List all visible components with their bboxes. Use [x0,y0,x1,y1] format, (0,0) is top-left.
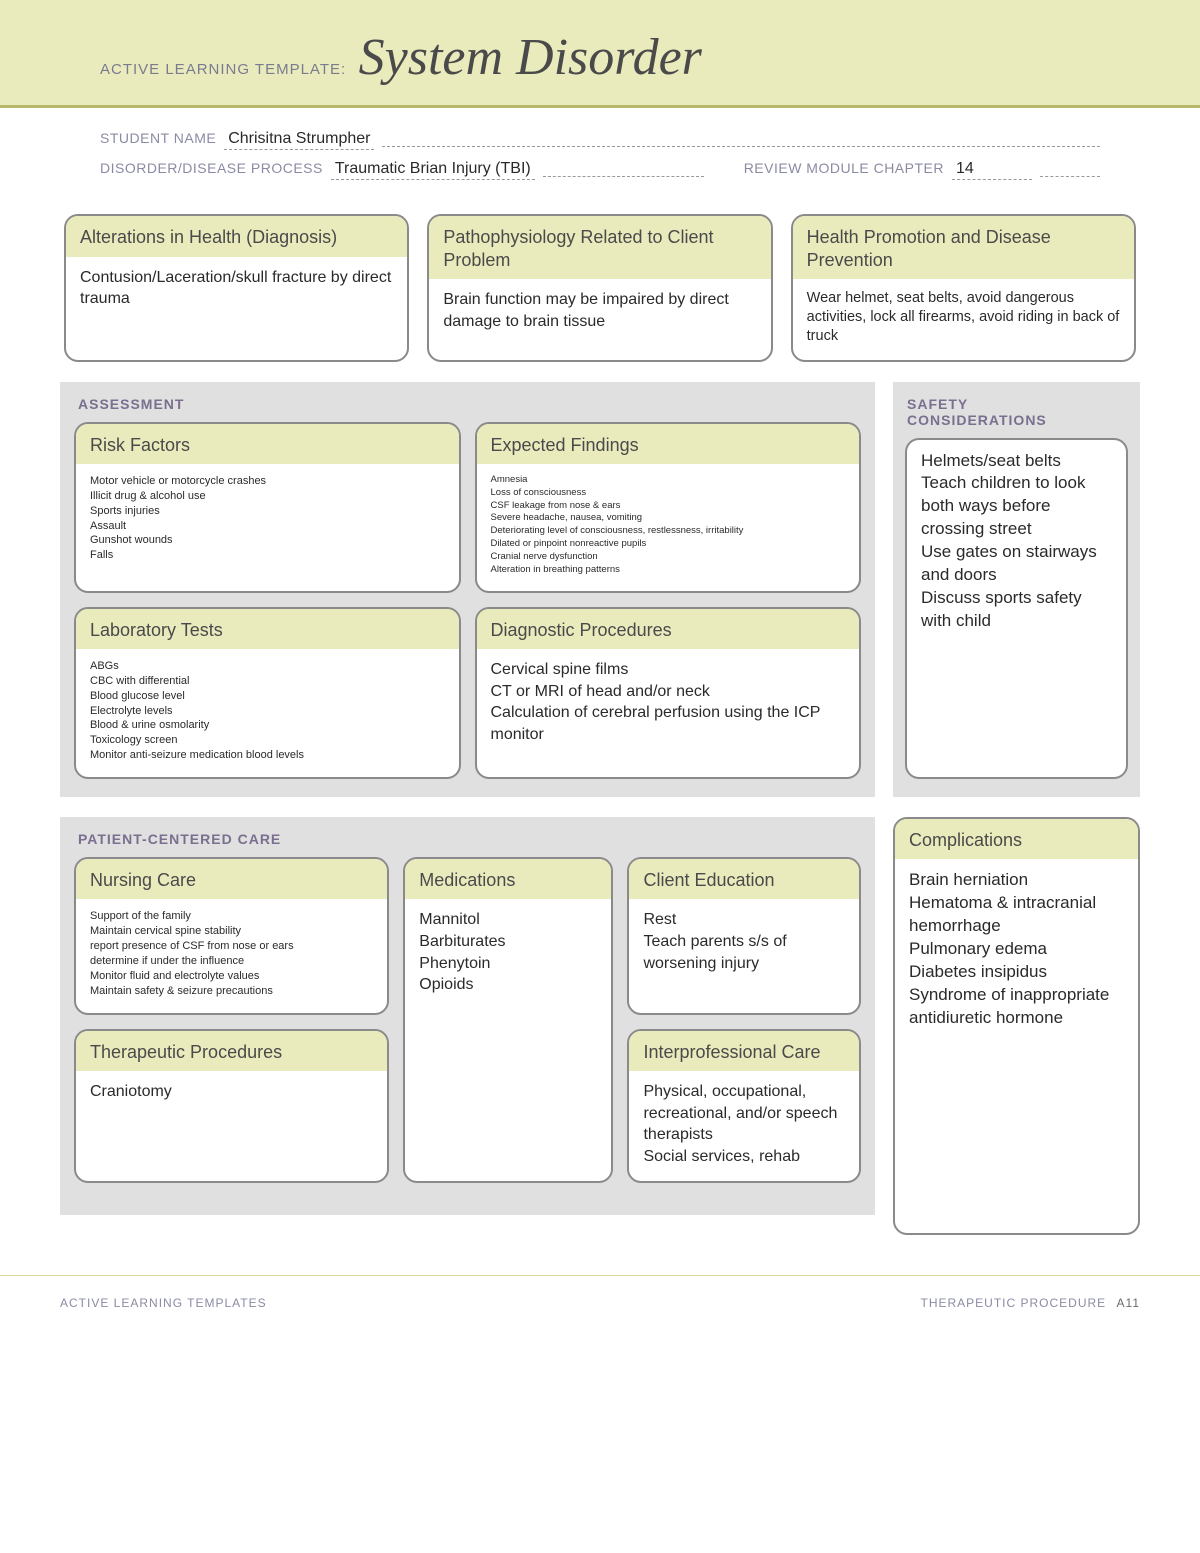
safety-title: SAFETY CONSIDERATIONS [905,396,1128,438]
edu-card: Client Education Rest Teach parents s/s … [627,857,861,1015]
chapter-value: 14 [952,160,1032,180]
footer-right: THERAPEUTIC PROCEDURE A11 [921,1296,1141,1310]
inter-body: Physical, occupational, recreational, an… [629,1071,859,1181]
page: ACTIVE LEARNING TEMPLATE: System Disorde… [0,0,1200,1350]
ther-title: Therapeutic Procedures [76,1031,387,1072]
patho-body: Brain function may be impaired by direct… [429,279,770,346]
patho-card: Pathophysiology Related to Client Proble… [427,214,772,362]
risk-body: Motor vehicle or motorcycle crashes Illi… [76,464,459,577]
banner: ACTIVE LEARNING TEMPLATE: System Disorde… [0,0,1200,108]
diag-title: Diagnostic Procedures [477,609,860,650]
student-name-value: Chrisitna Strumpher [224,130,374,150]
underline [382,146,1100,147]
assessment-row: ASSESSMENT Risk Factors Motor vehicle or… [60,382,1140,817]
top-row: Alterations in Health (Diagnosis) Contus… [60,214,1140,362]
ther-card: Therapeutic Procedures Craniotomy [74,1029,389,1184]
safety-body: Helmets/seat belts Teach children to loo… [907,440,1126,648]
findings-body: Amnesia Loss of consciousness CSF leakag… [477,464,860,591]
footer: ACTIVE LEARNING TEMPLATES THERAPEUTIC PR… [0,1275,1200,1350]
banner-label: ACTIVE LEARNING TEMPLATE: [100,61,346,78]
fields: STUDENT NAME Chrisitna Strumpher DISORDE… [0,108,1200,200]
findings-title: Expected Findings [477,424,860,465]
disorder-row: DISORDER/DISEASE PROCESS Traumatic Brian… [100,160,1100,180]
disorder-label: DISORDER/DISEASE PROCESS [100,160,323,176]
labs-body: ABGs CBC with differential Blood glucose… [76,649,459,777]
meds-card: Medications Mannitol Barbiturates Phenyt… [403,857,613,1183]
patho-title: Pathophysiology Related to Client Proble… [429,216,770,279]
risk-title: Risk Factors [76,424,459,465]
complications-card: Complications Brain herniation Hematoma … [893,817,1140,1235]
content: Alterations in Health (Diagnosis) Contus… [0,200,1200,1275]
labs-title: Laboratory Tests [76,609,459,650]
assessment-title: ASSESSMENT [78,396,861,412]
findings-card: Expected Findings Amnesia Loss of consci… [475,422,862,593]
footer-left: ACTIVE LEARNING TEMPLATES [60,1296,267,1310]
pcc-row: PATIENT-CENTERED CARE Nursing Care Suppo… [60,817,1140,1235]
assessment-section: ASSESSMENT Risk Factors Motor vehicle or… [60,382,875,797]
nursing-title: Nursing Care [76,859,387,900]
pcc-title: PATIENT-CENTERED CARE [78,831,861,847]
pcc-section: PATIENT-CENTERED CARE Nursing Care Suppo… [60,817,875,1215]
nursing-body: Support of the family Maintain cervical … [76,899,387,1012]
banner-title: System Disorder [359,28,702,87]
student-name-row: STUDENT NAME Chrisitna Strumpher [100,130,1100,150]
edu-body: Rest Teach parents s/s of worsening inju… [629,899,859,988]
complications-title: Complications [895,819,1138,860]
safety-card: Helmets/seat belts Teach children to loo… [905,438,1128,779]
meds-title: Medications [405,859,611,900]
safety-section: SAFETY CONSIDERATIONS Helmets/seat belts… [893,382,1140,797]
chapter-label: REVIEW MODULE CHAPTER [744,160,944,176]
promo-body: Wear helmet, seat belts, avoid dangerous… [793,279,1134,360]
diag-card: Diagnostic Procedures Cervical spine fil… [475,607,862,779]
alterations-title: Alterations in Health (Diagnosis) [66,216,407,257]
risk-card: Risk Factors Motor vehicle or motorcycle… [74,422,461,593]
footer-page: A11 [1117,1296,1140,1310]
disorder-value: Traumatic Brian Injury (TBI) [331,160,535,180]
ther-body: Craniotomy [76,1071,387,1181]
diag-body: Cervical spine films CT or MRI of head a… [477,649,860,759]
promo-card: Health Promotion and Disease Prevention … [791,214,1136,362]
underline [1040,176,1100,177]
complications-body: Brain herniation Hematoma & intracranial… [895,859,1138,1044]
meds-body: Mannitol Barbiturates Phenytoin Opioids [405,899,611,1009]
nursing-card: Nursing Care Support of the family Maint… [74,857,389,1015]
underline [543,176,704,177]
promo-title: Health Promotion and Disease Prevention [793,216,1134,279]
alterations-card: Alterations in Health (Diagnosis) Contus… [64,214,409,362]
inter-title: Interprofessional Care [629,1031,859,1072]
labs-card: Laboratory Tests ABGs CBC with different… [74,607,461,779]
inter-card: Interprofessional Care Physical, occupat… [627,1029,861,1184]
footer-right-label: THERAPEUTIC PROCEDURE [921,1296,1107,1310]
edu-title: Client Education [629,859,859,900]
student-name-label: STUDENT NAME [100,130,216,146]
alterations-body: Contusion/Laceration/skull fracture by d… [66,257,407,324]
